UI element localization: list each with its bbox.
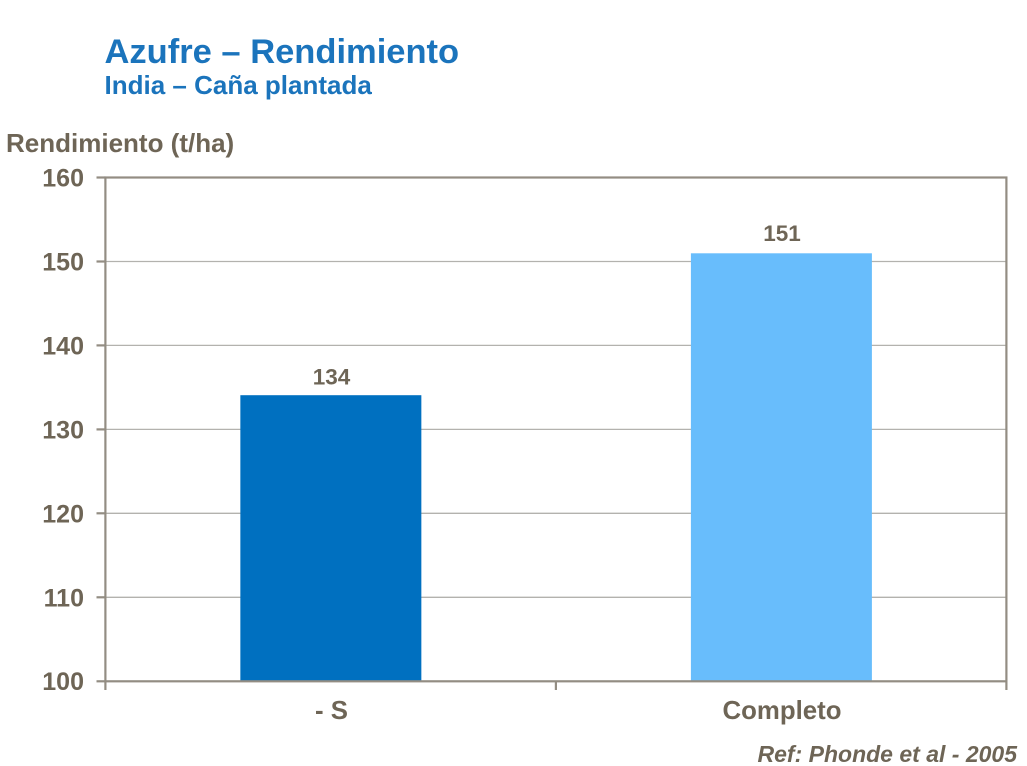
svg-text:140: 140 <box>42 332 84 360</box>
svg-text:151: 151 <box>763 221 801 246</box>
svg-text:Rendimiento (t/ha): Rendimiento (t/ha) <box>6 128 234 158</box>
svg-text:India – Caña plantada: India – Caña plantada <box>105 70 373 100</box>
svg-text:Completo: Completo <box>723 697 842 725</box>
svg-text:130: 130 <box>42 416 84 444</box>
svg-text:100: 100 <box>42 668 84 696</box>
svg-text:- S: - S <box>315 697 348 725</box>
svg-text:160: 160 <box>42 165 84 193</box>
svg-text:110: 110 <box>44 584 84 612</box>
svg-text:134: 134 <box>313 365 351 390</box>
svg-text:120: 120 <box>42 500 84 528</box>
svg-text:150: 150 <box>42 248 84 276</box>
svg-text:Ref: Phonde et al - 2005: Ref: Phonde et al - 2005 <box>758 741 1019 766</box>
svg-text:Azufre – Rendimiento: Azufre – Rendimiento <box>105 33 460 71</box>
